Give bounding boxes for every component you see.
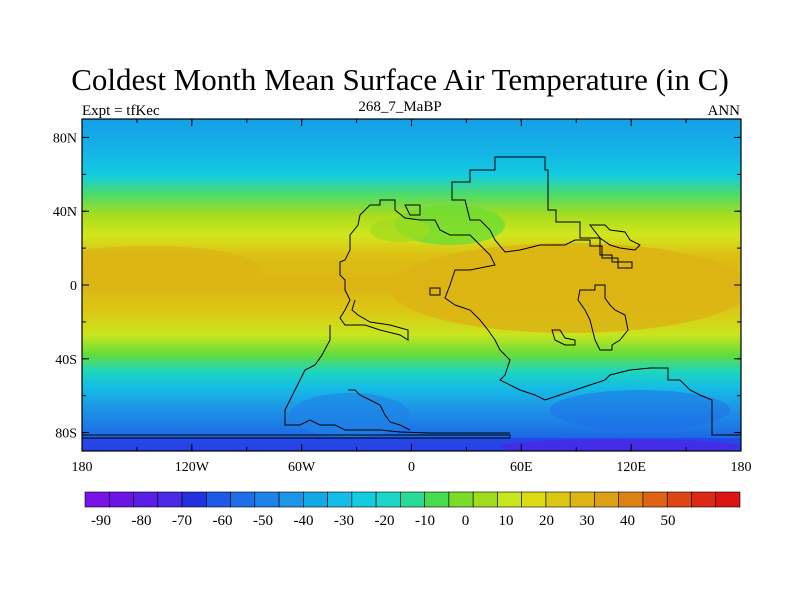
colorbar: -90 -80 -70 -60 -50 -40 -30 -20 -10 0 10 20 30 40 50 bbox=[84, 491, 741, 529]
colorbar-label: -10 bbox=[415, 513, 435, 529]
colorbar-swatch bbox=[84, 491, 110, 508]
colorbar-swatch bbox=[254, 491, 280, 508]
colorbar-label: -80 bbox=[132, 513, 152, 529]
colorbar-label: 10 bbox=[499, 513, 514, 529]
colorbar-swatch bbox=[691, 491, 717, 508]
colorbar-swatch bbox=[157, 491, 183, 508]
colorbar-swatch bbox=[666, 491, 692, 508]
land-outline bbox=[82, 156, 741, 439]
colorbar-label: -40 bbox=[294, 513, 314, 529]
colorbar-swatch bbox=[642, 491, 668, 508]
colorbar-swatch bbox=[181, 491, 207, 508]
lat-tick-label: 40S bbox=[55, 353, 77, 368]
colorbar-swatch bbox=[351, 491, 377, 508]
map-title: Coldest Month Mean Surface Air Temperatu… bbox=[71, 62, 729, 97]
colorbar-swatch bbox=[205, 491, 231, 508]
season-label: ANN bbox=[707, 103, 741, 119]
colorbar-swatch bbox=[375, 491, 401, 508]
colorbar-label: 30 bbox=[580, 513, 595, 529]
colorbar-label: -90 bbox=[91, 513, 111, 529]
colorbar-swatch bbox=[327, 491, 353, 508]
colorbar-swatch bbox=[424, 491, 450, 508]
lat-tick-label: 80N bbox=[53, 131, 77, 146]
lon-tick-label: 60E bbox=[510, 460, 533, 475]
lon-tick-label: 120E bbox=[616, 460, 646, 475]
lon-tick-label: 0 bbox=[408, 460, 415, 475]
age-label: 268_7_MaBP bbox=[358, 99, 442, 115]
colorbar-swatch bbox=[133, 491, 159, 508]
colorbar-swatch bbox=[230, 491, 256, 508]
axis-ticks: 80N 40N 0 40S 80S 180 120W 60W 0 60E 120E 180 bbox=[53, 119, 752, 475]
colorbar-swatch bbox=[569, 491, 595, 508]
lat-tick-label: 40N bbox=[53, 205, 77, 220]
colorbar-label: 20 bbox=[539, 513, 554, 529]
lon-tick-label: 180 bbox=[72, 460, 93, 475]
colorbar-swatch bbox=[618, 491, 644, 508]
colorbar-swatch bbox=[497, 491, 522, 508]
colorbar-swatch bbox=[715, 491, 741, 508]
colorbar-swatch bbox=[278, 491, 304, 508]
colorbar-swatch bbox=[545, 491, 571, 508]
lat-tick-label: 80S bbox=[55, 427, 77, 442]
colorbar-label: 50 bbox=[661, 513, 676, 529]
colorbar-swatch bbox=[108, 491, 134, 508]
lon-tick-label: 180 bbox=[731, 460, 752, 475]
experiment-label: Expt = tfKec bbox=[82, 103, 160, 119]
colorbar-label: 40 bbox=[620, 513, 635, 529]
colorbar-swatch bbox=[303, 491, 328, 508]
lat-tick-label: 0 bbox=[70, 279, 77, 294]
colorbar-label: -60 bbox=[213, 513, 233, 529]
temperature-field bbox=[82, 119, 741, 451]
colorbar-label: -70 bbox=[172, 513, 192, 529]
colorbar-swatch bbox=[594, 491, 620, 508]
colorbar-label: -30 bbox=[334, 513, 354, 529]
colorbar-swatch bbox=[521, 491, 547, 508]
colorbar-swatch bbox=[400, 491, 425, 508]
colorbar-label: -20 bbox=[375, 513, 395, 529]
colorbar-swatch bbox=[472, 491, 498, 508]
lon-tick-label: 60W bbox=[288, 460, 316, 475]
colorbar-label: 0 bbox=[462, 513, 470, 529]
colorbar-label: -50 bbox=[253, 513, 273, 529]
lon-tick-label: 120W bbox=[175, 460, 210, 475]
colorbar-swatch bbox=[448, 491, 474, 508]
